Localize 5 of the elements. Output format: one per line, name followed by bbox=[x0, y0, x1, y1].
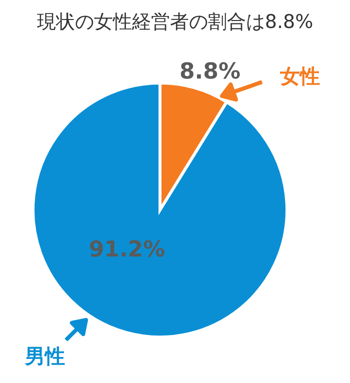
slice-label: 女性 bbox=[279, 64, 320, 88]
data-label: 91.2% bbox=[88, 238, 166, 262]
slice-label: 男性 bbox=[24, 344, 65, 368]
chart-title: 現状の女性経営者の割合は8.8% bbox=[36, 10, 314, 35]
data-label: 8.8% bbox=[179, 60, 241, 84]
